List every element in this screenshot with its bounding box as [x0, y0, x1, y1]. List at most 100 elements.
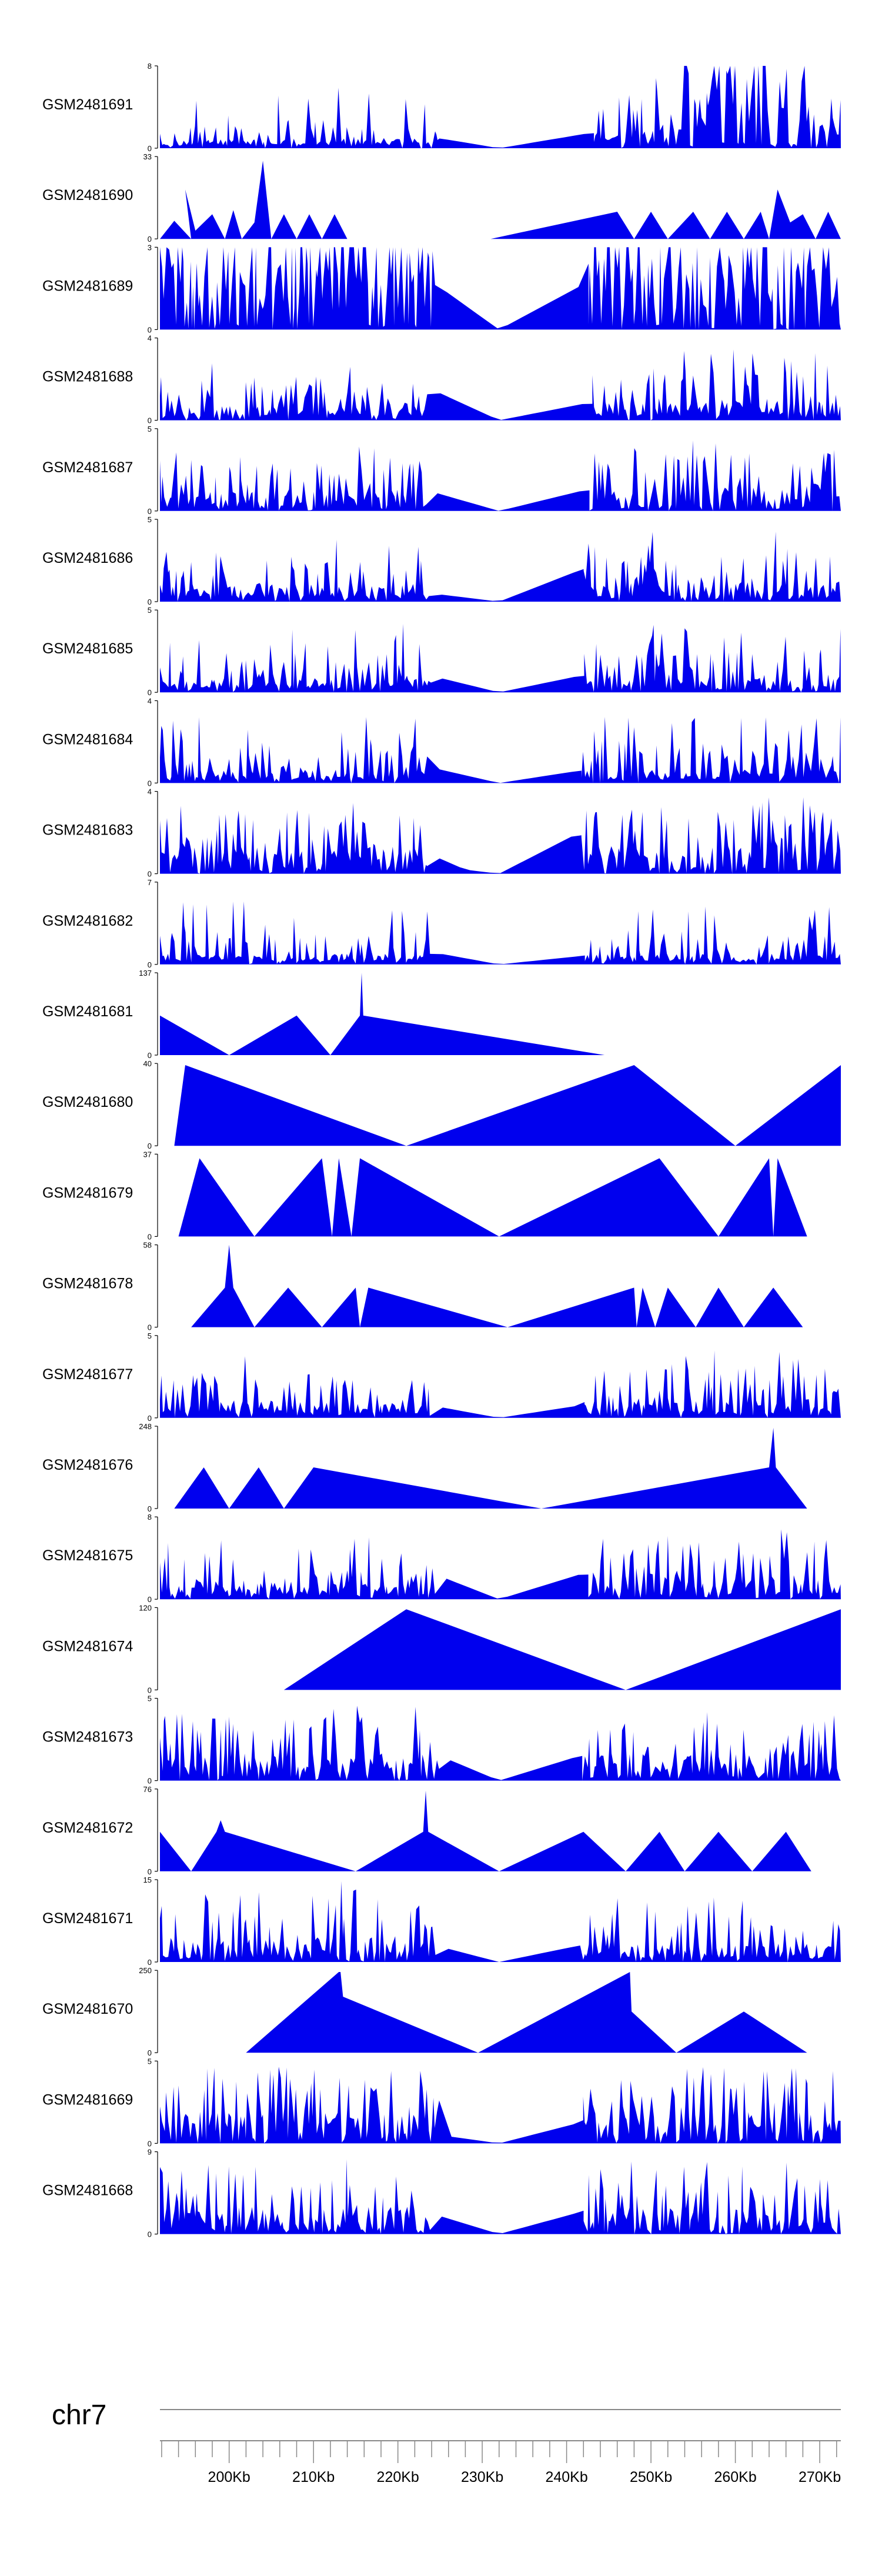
- y-min-label: 0: [148, 2048, 152, 2057]
- y-min-label: 0: [148, 598, 152, 606]
- y-max-label: 40: [143, 1059, 152, 1068]
- y-max-label: 250: [139, 1966, 152, 1975]
- track-label: GSM2481684: [42, 731, 133, 748]
- track-label: GSM2481676: [42, 1457, 133, 1473]
- track-GSM2481682: GSM2481682 7 0: [42, 878, 841, 969]
- y-max-label: 8: [148, 1513, 152, 1521]
- x-tick-label: 220Kb: [377, 2469, 419, 2485]
- x-tick-label: 230Kb: [461, 2469, 503, 2485]
- y-min-label: 0: [148, 2230, 152, 2239]
- y-min-label: 0: [148, 1958, 152, 1967]
- x-tick-label: 240Kb: [545, 2469, 587, 2485]
- y-max-label: 5: [148, 1694, 152, 1703]
- coverage-area: [160, 1790, 811, 1871]
- track-GSM2481685: GSM2481685 5 0: [42, 606, 841, 697]
- coverage-area: [160, 66, 841, 148]
- coverage-spike: [733, 66, 738, 148]
- track-label: GSM2481691: [42, 96, 133, 113]
- track-GSM2481669: GSM2481669 5 0: [42, 2057, 841, 2148]
- y-min-label: 0: [148, 1504, 152, 1513]
- track-label: GSM2481688: [42, 369, 133, 385]
- track-GSM2481679: GSM2481679 37 0: [42, 1150, 807, 1241]
- track-GSM2481684: GSM2481684 4 0: [42, 696, 841, 788]
- y-min-label: 0: [148, 1142, 152, 1150]
- coverage-area: [160, 716, 841, 783]
- y-max-label: 4: [148, 334, 152, 343]
- track-GSM2481678: GSM2481678 58 0: [42, 1241, 803, 1332]
- y-max-label: 7: [148, 878, 152, 887]
- x-tick-label: 210Kb: [292, 2469, 335, 2485]
- track-GSM2481680: GSM2481680 40 0: [42, 1059, 841, 1150]
- y-max-label: 5: [148, 606, 152, 615]
- y-max-label: 120: [139, 1603, 152, 1612]
- y-max-label: 33: [143, 152, 152, 161]
- coverage-area: [160, 973, 605, 1055]
- track-label: GSM2481687: [42, 459, 133, 476]
- y-max-label: 9: [148, 2148, 152, 2157]
- y-max-label: 8: [148, 62, 152, 71]
- track-GSM2481688: GSM2481688 4 0: [42, 334, 841, 425]
- y-max-label: 76: [143, 1785, 152, 1794]
- track-GSM2481673: GSM2481673 5 0: [42, 1694, 841, 1786]
- coverage-area: [160, 161, 841, 239]
- track-label: GSM2481675: [42, 1547, 133, 1564]
- coverage-area: [160, 1706, 841, 1781]
- track-label: GSM2481679: [42, 1184, 133, 1201]
- coverage-area: [283, 1609, 841, 1690]
- y-max-label: 137: [139, 969, 152, 977]
- track-label: GSM2481672: [42, 1820, 133, 1836]
- coverage-area: [160, 901, 841, 965]
- coverage-area: [160, 349, 841, 421]
- coverage-area: [160, 532, 841, 602]
- track-GSM2481677: GSM2481677 5 0: [42, 1332, 841, 1423]
- track-label: GSM2481669: [42, 2091, 133, 2108]
- track-GSM2481691: GSM2481691 8 0: [42, 62, 841, 153]
- track-label: GSM2481677: [42, 1366, 133, 1383]
- y-min-label: 0: [148, 779, 152, 788]
- chromosome-label: chr7: [52, 2400, 106, 2431]
- track-label: GSM2481674: [42, 1638, 133, 1654]
- track-GSM2481687: GSM2481687 5 0: [42, 425, 841, 516]
- coverage-area: [160, 2159, 841, 2234]
- y-min-label: 0: [148, 235, 152, 243]
- track-label: GSM2481683: [42, 822, 133, 839]
- track-GSM2481674: GSM2481674 120 0: [42, 1603, 841, 1694]
- track-label: GSM2481680: [42, 1094, 133, 1110]
- y-min-label: 0: [148, 688, 152, 697]
- coverage-area: [160, 1889, 841, 1962]
- track-label: GSM2481685: [42, 640, 133, 657]
- x-tick-label: 260Kb: [714, 2469, 756, 2485]
- coverage-area: [191, 1244, 803, 1327]
- y-min-label: 0: [148, 416, 152, 425]
- track-GSM2481672: GSM2481672 76 0: [42, 1785, 811, 1876]
- track-GSM2481689: GSM2481689 3 0: [42, 243, 841, 334]
- track-GSM2481676: GSM2481676 248 0: [42, 1422, 807, 1513]
- y-max-label: 37: [143, 1150, 152, 1159]
- track-GSM2481671: GSM2481671 15 0: [42, 1876, 841, 1967]
- coverage-area: [174, 1065, 841, 1146]
- y-min-label: 0: [148, 1595, 152, 1604]
- track-label: GSM2481668: [42, 2183, 133, 2199]
- coverage-area: [160, 623, 841, 693]
- y-max-label: 248: [139, 1422, 152, 1431]
- y-min-label: 0: [148, 1777, 152, 1786]
- y-min-label: 0: [148, 507, 152, 516]
- y-max-label: 3: [148, 243, 152, 252]
- y-max-label: 5: [148, 1332, 152, 1340]
- y-max-label: 4: [148, 696, 152, 705]
- y-max-label: 58: [143, 1241, 152, 1250]
- x-tick-label: 270Kb: [799, 2469, 841, 2485]
- track-GSM2481675: GSM2481675 8 0: [42, 1513, 841, 1604]
- coverage-area: [174, 1427, 807, 1509]
- track-label: GSM2481678: [42, 1276, 133, 1292]
- track-label: GSM2481671: [42, 1910, 133, 1927]
- y-min-label: 0: [148, 1232, 152, 1241]
- track-GSM2481668: GSM2481668 9 0: [42, 2148, 841, 2239]
- track-GSM2481681: GSM2481681 137 0: [42, 969, 605, 1060]
- coverage-area: [160, 1529, 841, 1600]
- y-max-label: 5: [148, 2057, 152, 2066]
- track-label: GSM2481689: [42, 278, 133, 294]
- y-min-label: 0: [148, 1867, 152, 1876]
- y-min-label: 0: [148, 1414, 152, 1423]
- coverage-area: [178, 1158, 807, 1237]
